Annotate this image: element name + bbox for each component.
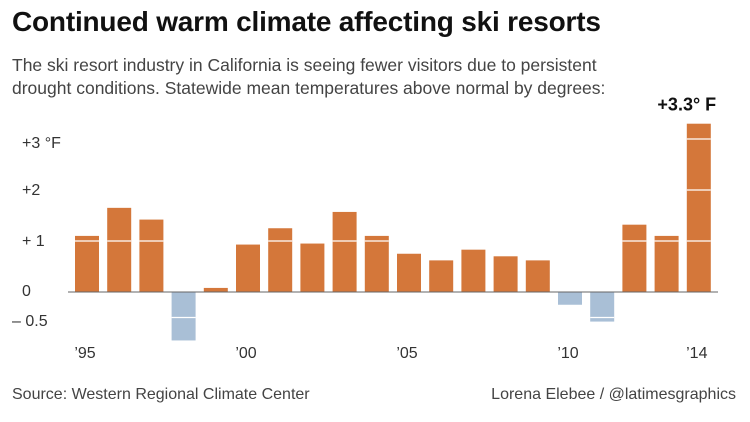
bar-2004 xyxy=(364,235,389,292)
bar-2009 xyxy=(525,260,550,292)
bar-1999 xyxy=(203,287,228,292)
y-tick-label: + 1 xyxy=(22,233,45,250)
bar-2010 xyxy=(558,292,582,305)
bar-2000 xyxy=(236,244,260,292)
credit-note: Lorena Elebee / @latimesgraphics xyxy=(491,386,736,403)
x-tick-label: ’05 xyxy=(396,345,417,362)
bar-1996 xyxy=(107,207,132,292)
bars-group xyxy=(68,123,718,341)
bar-2005 xyxy=(397,253,421,292)
chart-subtitle: The ski resort industry in California is… xyxy=(12,55,606,98)
bar-1997 xyxy=(139,219,164,292)
bar-2001 xyxy=(268,228,293,292)
bar-2002 xyxy=(300,243,325,292)
bar-2006 xyxy=(429,260,454,292)
x-tick-label: ’00 xyxy=(235,345,256,362)
y-tick-label: +3 °F xyxy=(22,135,61,152)
bar-2012 xyxy=(622,224,647,292)
x-axis-labels: ’95 ’00 ’05 ’10 ’14 xyxy=(74,345,707,362)
x-tick-label: ’10 xyxy=(557,345,578,362)
bar-2003 xyxy=(332,211,357,292)
bar-2011 xyxy=(590,292,615,322)
annotations-group: +3.3° F xyxy=(657,95,716,115)
bar-2008 xyxy=(493,256,518,292)
y-tick-label: +2 xyxy=(22,182,40,199)
bar-chart: +3 °F +2 + 1 0 – 0.5 ’95 ’00 ’05 ’10 ’14 +3.3° F xyxy=(12,95,718,362)
y-tick-label: 0 xyxy=(22,283,31,300)
bar-2014 xyxy=(686,123,711,292)
bar-2013 xyxy=(654,235,679,292)
x-tick-label: ’14 xyxy=(686,345,707,362)
bar-1995 xyxy=(75,235,99,292)
y-axis-labels: +3 °F +2 + 1 0 – 0.5 xyxy=(12,135,61,330)
peak-annotation: +3.3° F xyxy=(657,95,716,115)
y-tick-label: – 0.5 xyxy=(12,313,48,330)
source-note: Source: Western Regional Climate Center xyxy=(12,386,310,403)
x-tick-label: ’95 xyxy=(74,345,95,362)
bar-2007 xyxy=(461,249,486,292)
chart-title: Continued warm climate affecting ski res… xyxy=(12,6,601,37)
bar-1998 xyxy=(171,292,196,341)
